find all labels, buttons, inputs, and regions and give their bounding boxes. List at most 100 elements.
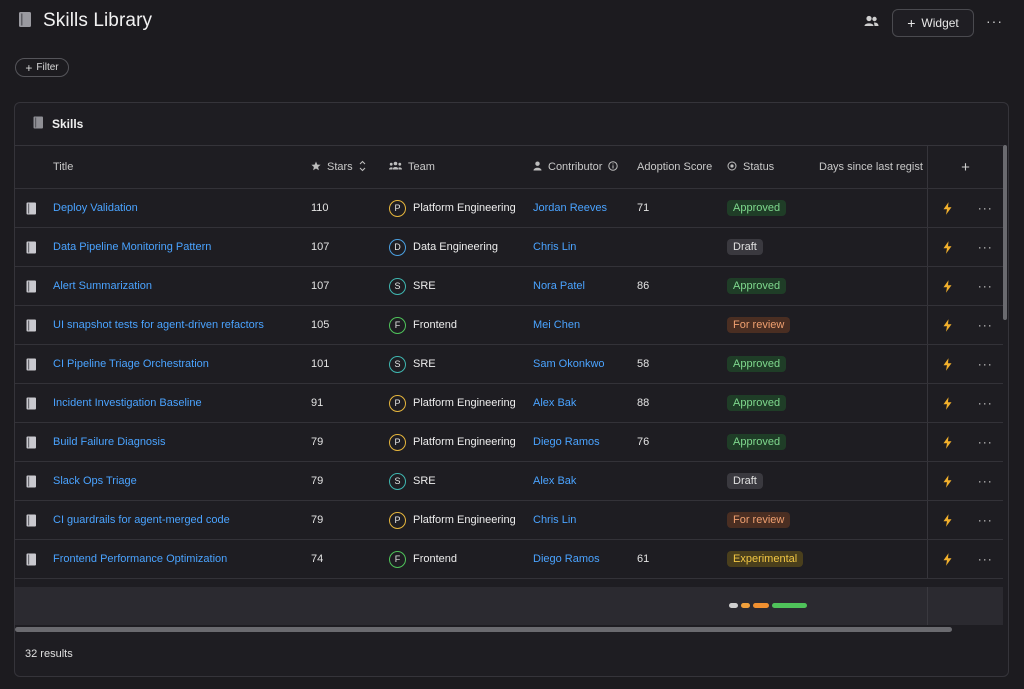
- row-more-options-icon[interactable]: ···: [977, 552, 993, 566]
- contributor-link[interactable]: Chris Lin: [533, 514, 577, 526]
- vertical-scrollbar[interactable]: [1003, 145, 1008, 585]
- skill-title-link[interactable]: Alert Summarization: [53, 280, 153, 292]
- status-badge[interactable]: Approved: [727, 356, 787, 372]
- add-column-button[interactable]: +: [927, 146, 1003, 188]
- filter-button[interactable]: + Filter: [15, 58, 69, 77]
- row-more-options-icon[interactable]: ···: [977, 513, 993, 527]
- status-badge[interactable]: Approved: [727, 395, 787, 411]
- team-name: SRE: [413, 280, 436, 292]
- stars-value: 107: [311, 280, 330, 292]
- more-options-icon[interactable]: ···: [986, 13, 1003, 29]
- team-cell[interactable]: S SRE: [389, 345, 533, 383]
- lightning-icon[interactable]: [928, 357, 967, 371]
- skill-title-link[interactable]: Incident Investigation Baseline: [53, 397, 202, 409]
- contributor-link[interactable]: Jordan Reeves: [533, 202, 607, 214]
- column-header-contributor[interactable]: Contributor: [533, 146, 637, 188]
- status-badge[interactable]: For review: [727, 512, 791, 528]
- adoption-score-value: 61: [637, 553, 650, 565]
- column-header-status[interactable]: Status: [727, 146, 819, 188]
- column-header-title[interactable]: Title: [53, 161, 74, 173]
- days-since-last-registered-value: [819, 228, 927, 266]
- lightning-icon[interactable]: [928, 396, 967, 410]
- status-badge[interactable]: Approved: [727, 200, 787, 216]
- contributor-link[interactable]: Nora Patel: [533, 280, 585, 292]
- lightning-icon[interactable]: [928, 318, 967, 332]
- days-since-last-registered-value: [819, 501, 927, 539]
- status-badge[interactable]: For review: [727, 317, 791, 333]
- days-since-last-registered-value: [819, 462, 927, 500]
- lightning-icon[interactable]: [928, 513, 967, 527]
- contributor-link[interactable]: Chris Lin: [533, 241, 577, 253]
- lightning-icon[interactable]: [928, 279, 967, 293]
- skill-title-link[interactable]: CI Pipeline Triage Orchestration: [53, 358, 209, 370]
- horizontal-scrollbar[interactable]: [15, 627, 1003, 633]
- status-badge[interactable]: Draft: [727, 239, 763, 255]
- skill-title-link[interactable]: UI snapshot tests for agent-driven refac…: [53, 319, 264, 331]
- team-cell[interactable]: F Frontend: [389, 540, 533, 578]
- lightning-icon[interactable]: [928, 474, 967, 488]
- column-header-adoption-score[interactable]: Adoption Score: [637, 161, 713, 173]
- team-cell[interactable]: P Platform Engineering: [389, 501, 533, 539]
- team-cell[interactable]: P Platform Engineering: [389, 384, 533, 422]
- skill-title-link[interactable]: Deploy Validation: [53, 202, 138, 214]
- table-row[interactable]: Build Failure Diagnosis 79 P Platform En…: [15, 423, 1003, 462]
- skill-title-link[interactable]: Frontend Performance Optimization: [53, 553, 228, 565]
- team-cell[interactable]: F Frontend: [389, 306, 533, 344]
- table-row[interactable]: Alert Summarization 107 S SRE Nora Patel…: [15, 267, 1003, 306]
- row-more-options-icon[interactable]: ···: [977, 279, 993, 293]
- table-row[interactable]: Incident Investigation Baseline 91 P Pla…: [15, 384, 1003, 423]
- skill-title-link[interactable]: Data Pipeline Monitoring Pattern: [53, 241, 212, 253]
- table-row[interactable]: CI guardrails for agent-merged code 79 P…: [15, 501, 1003, 540]
- row-more-options-icon[interactable]: ···: [977, 240, 993, 254]
- table-row[interactable]: UI snapshot tests for agent-driven refac…: [15, 306, 1003, 345]
- results-count: 32 results: [25, 648, 73, 660]
- team-cell[interactable]: P Platform Engineering: [389, 189, 533, 227]
- table-row[interactable]: CI Pipeline Triage Orchestration 101 S S…: [15, 345, 1003, 384]
- column-header-stars[interactable]: Stars: [311, 146, 389, 188]
- table-row[interactable]: Data Pipeline Monitoring Pattern 107 D D…: [15, 228, 1003, 267]
- skill-title-link[interactable]: CI guardrails for agent-merged code: [53, 514, 230, 526]
- column-header-team[interactable]: Team: [389, 146, 533, 188]
- team-cell[interactable]: D Data Engineering: [389, 228, 533, 266]
- contributor-link[interactable]: Sam Okonkwo: [533, 358, 605, 370]
- row-more-options-icon[interactable]: ···: [977, 435, 993, 449]
- table-row[interactable]: Deploy Validation 110 P Platform Enginee…: [15, 189, 1003, 228]
- stars-value: 101: [311, 358, 330, 370]
- team-cell[interactable]: P Platform Engineering: [389, 423, 533, 461]
- add-widget-button[interactable]: + Widget: [892, 9, 974, 37]
- skill-title-link[interactable]: Build Failure Diagnosis: [53, 436, 166, 448]
- skill-title-link[interactable]: Slack Ops Triage: [53, 475, 137, 487]
- column-header-days-since-last-registered[interactable]: Days since last regist: [819, 161, 923, 173]
- contributor-link[interactable]: Alex Bak: [533, 397, 577, 409]
- row-more-options-icon[interactable]: ···: [977, 396, 993, 410]
- page-title-group: Skills Library: [18, 10, 152, 32]
- row-more-options-icon[interactable]: ···: [977, 201, 993, 215]
- lightning-icon[interactable]: [928, 240, 967, 254]
- row-more-options-icon[interactable]: ···: [977, 474, 993, 488]
- info-icon[interactable]: [608, 160, 619, 174]
- team-avatar: D: [389, 238, 406, 256]
- status-badge[interactable]: Experimental: [727, 551, 804, 567]
- contributor-link[interactable]: Diego Ramos: [533, 436, 600, 448]
- lightning-icon[interactable]: [928, 201, 967, 215]
- book-icon: [18, 11, 33, 31]
- contributor-link[interactable]: Alex Bak: [533, 475, 577, 487]
- sort-icon[interactable]: [359, 160, 366, 175]
- people-icon[interactable]: [864, 15, 879, 30]
- lightning-icon[interactable]: [928, 435, 967, 449]
- status-badge[interactable]: Approved: [727, 434, 787, 450]
- status-badge[interactable]: Draft: [727, 473, 763, 489]
- status-badge[interactable]: Approved: [727, 278, 787, 294]
- row-more-options-icon[interactable]: ···: [977, 357, 993, 371]
- team-cell[interactable]: S SRE: [389, 267, 533, 305]
- lightning-icon[interactable]: [928, 552, 967, 566]
- contributor-link[interactable]: Diego Ramos: [533, 553, 600, 565]
- book-icon: [26, 540, 40, 578]
- contributor-link[interactable]: Mei Chen: [533, 319, 581, 331]
- book-icon: [26, 267, 40, 305]
- row-more-options-icon[interactable]: ···: [977, 318, 993, 332]
- table-row[interactable]: Frontend Performance Optimization 74 F F…: [15, 540, 1003, 579]
- table-row[interactable]: Slack Ops Triage 79 S SRE Alex Bak Draft…: [15, 462, 1003, 501]
- book-icon: [26, 228, 40, 266]
- team-cell[interactable]: S SRE: [389, 462, 533, 500]
